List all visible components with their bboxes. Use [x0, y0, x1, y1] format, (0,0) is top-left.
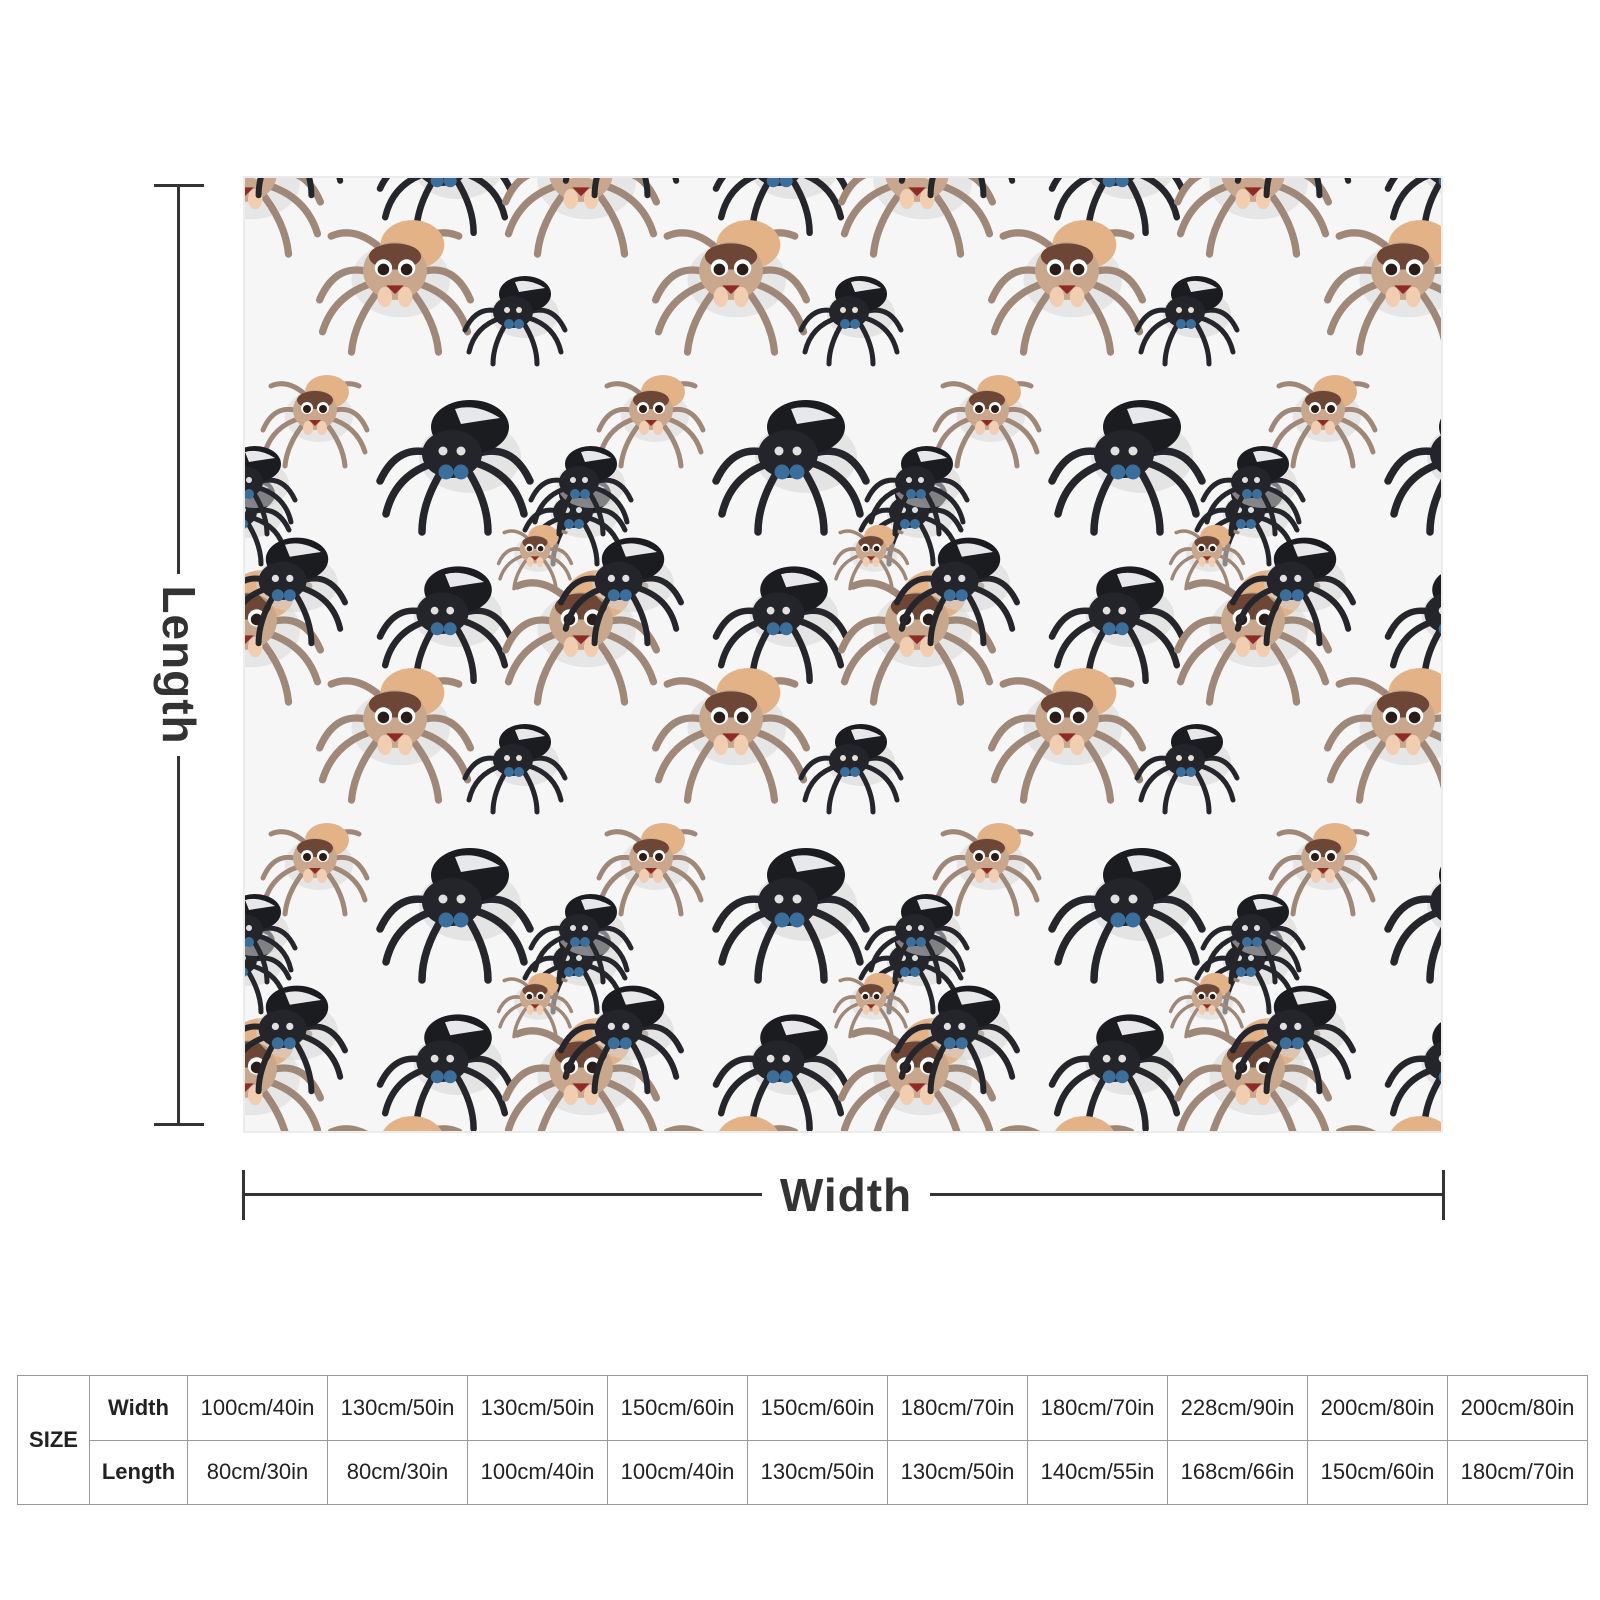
black-spider-motif	[801, 276, 901, 364]
width-cell: 200cm/80in	[1307, 1375, 1448, 1441]
width-cell: 150cm/60in	[747, 1375, 888, 1441]
black-spider-motif	[1052, 566, 1182, 680]
spider-pattern-image	[245, 178, 1441, 1131]
length-cell: 168cm/66in	[1167, 1439, 1308, 1505]
black-spider-motif	[380, 848, 530, 980]
width-row-header: Width	[89, 1375, 188, 1441]
tan-spider-motif	[935, 375, 1039, 466]
black-spider-motif	[1137, 724, 1237, 812]
width-label: Width	[779, 1169, 913, 1221]
width-cell: 150cm/60in	[607, 1375, 748, 1441]
tan-spider-motif	[1328, 668, 1441, 800]
length-cap-bottom	[154, 1123, 204, 1126]
length-cell: 80cm/30in	[187, 1439, 328, 1505]
tan-spider-motif	[263, 823, 367, 914]
black-spider-motif	[1388, 566, 1441, 680]
width-cell: 130cm/50in	[327, 1375, 468, 1441]
black-spider-motif	[1052, 848, 1202, 980]
width-cell: 130cm/50in	[467, 1375, 608, 1441]
black-spider-motif	[1052, 400, 1202, 532]
width-cap-right	[1442, 1170, 1445, 1220]
black-spider-motif	[1388, 848, 1441, 980]
tan-spider-motif	[992, 220, 1143, 352]
tan-spider-motif	[263, 375, 367, 466]
black-spider-motif	[465, 724, 565, 812]
size-header-cell: SIZE	[17, 1375, 90, 1505]
black-spider-motif	[380, 400, 530, 532]
black-spider-motif	[801, 724, 901, 812]
length-cell: 80cm/30in	[327, 1439, 468, 1505]
size-table-width-row: SIZE Width 100cm/40in 130cm/50in 130cm/5…	[17, 1375, 1588, 1505]
length-cell: 130cm/50in	[747, 1439, 888, 1505]
tan-spider-motif	[992, 668, 1143, 800]
length-cell: 130cm/50in	[887, 1439, 1028, 1505]
black-spider-motif	[380, 566, 510, 680]
black-spider-motif	[716, 400, 866, 532]
tan-spider-motif	[506, 178, 657, 254]
tan-spider-motif	[842, 178, 993, 254]
tan-spider-motif	[1328, 220, 1441, 352]
black-spider-motif	[1388, 1014, 1441, 1128]
black-spider-motif	[1388, 400, 1441, 532]
width-cell: 200cm/80in	[1447, 1375, 1588, 1441]
tan-spider-motif	[320, 1116, 471, 1131]
black-spider-motif	[716, 1014, 846, 1128]
tan-spider-motif	[1271, 823, 1375, 914]
length-cell: 100cm/40in	[467, 1439, 608, 1505]
width-line-left	[242, 1193, 762, 1196]
tan-spider-motif	[935, 823, 1039, 914]
black-spider-motif	[465, 276, 565, 364]
length-cell: 150cm/60in	[1307, 1439, 1448, 1505]
length-cell: 100cm/40in	[607, 1439, 748, 1505]
width-cell: 100cm/40in	[187, 1375, 328, 1441]
black-spider-motif	[1137, 276, 1237, 364]
tan-spider-motif	[599, 375, 703, 466]
tan-spider-motif	[320, 668, 471, 800]
black-spider-motif	[716, 848, 866, 980]
tan-spider-motif	[1271, 375, 1375, 466]
length-line-upper	[177, 184, 180, 574]
width-cell: 228cm/90in	[1167, 1375, 1308, 1441]
width-dimension-arrow: Width	[242, 1169, 1445, 1221]
black-spider-motif	[1052, 1014, 1182, 1128]
length-row-header: Length	[89, 1439, 188, 1505]
tan-spider-motif	[320, 220, 471, 352]
length-dimension-arrow: Length	[153, 184, 205, 1126]
blanket-preview	[243, 176, 1443, 1133]
tan-spider-motif	[1178, 178, 1329, 254]
black-spider-motif	[716, 566, 846, 680]
length-label: Length	[153, 585, 205, 745]
width-cell: 180cm/70in	[1027, 1375, 1168, 1441]
tan-spider-motif	[1328, 1116, 1441, 1131]
tan-spider-motif	[656, 1116, 807, 1131]
size-table-length-row: Length 80cm/30in 80cm/30in 100cm/40in 10…	[18, 1439, 1588, 1505]
length-cell: 180cm/70in	[1447, 1439, 1588, 1505]
tan-spider-motif	[656, 220, 807, 352]
width-cell: 180cm/70in	[887, 1375, 1028, 1441]
tan-spider-motif	[656, 668, 807, 800]
width-line-right	[930, 1193, 1445, 1196]
length-cell: 140cm/55in	[1027, 1439, 1168, 1505]
tan-spider-motif	[992, 1116, 1143, 1131]
length-line-lower	[177, 756, 180, 1126]
black-spider-motif	[380, 1014, 510, 1128]
tan-spider-motif	[599, 823, 703, 914]
size-table: SIZE Width 100cm/40in 130cm/50in 130cm/5…	[17, 1375, 1588, 1505]
